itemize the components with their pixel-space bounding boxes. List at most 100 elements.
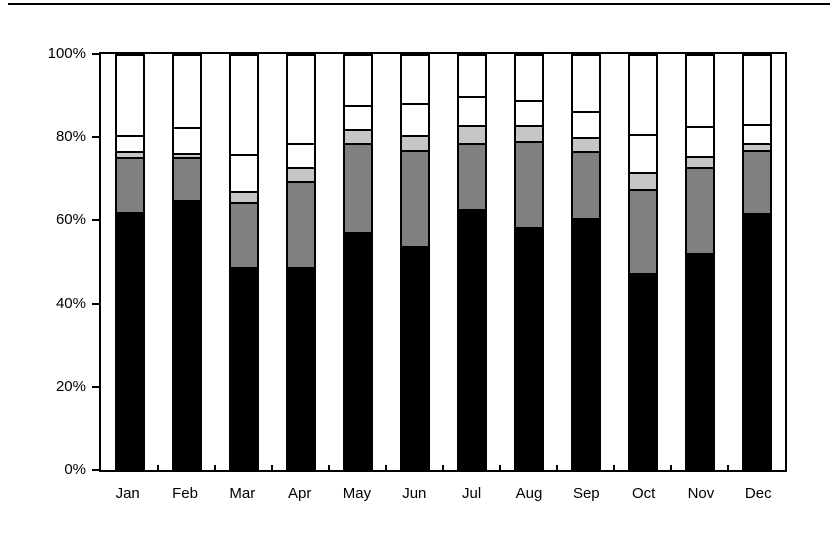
segment-gray-may	[344, 145, 371, 235]
segment-black-nov	[686, 254, 713, 468]
x-axis-tick	[271, 465, 273, 470]
segment-white-upper-apr	[287, 56, 314, 146]
x-axis-label-apr: Apr	[287, 485, 312, 502]
x-axis-tick	[670, 465, 672, 470]
segment-gray-mar	[230, 203, 257, 269]
y-axis-label-100: 100%	[47, 45, 86, 62]
x-axis-label-oct: Oct	[631, 485, 656, 502]
segment-black-jan	[116, 213, 143, 468]
stacked-bar-feb	[171, 54, 202, 470]
segment-gray-jul	[458, 144, 485, 211]
bar-slot-jan	[101, 54, 158, 470]
segment-gray-apr	[287, 183, 314, 270]
x-axis-label-sep: Sep	[572, 485, 600, 502]
segment-black-may	[344, 234, 371, 468]
segment-white-upper-feb	[173, 56, 200, 130]
segment-gray-nov	[686, 168, 713, 255]
stacked-bar-apr	[285, 54, 316, 470]
segment-black-jun	[401, 248, 428, 468]
stacked-bar-nov	[684, 54, 715, 470]
x-axis-label-feb: Feb	[172, 485, 198, 502]
x-axis-tick	[556, 465, 558, 470]
stacked-bar-oct	[627, 54, 658, 470]
segment-black-apr	[287, 269, 314, 468]
segment-lightgray-nov	[686, 157, 713, 169]
segment-lightgray-sep	[572, 139, 599, 153]
y-axis-label-80: 80%	[55, 128, 86, 146]
bar-slot-jul	[443, 54, 500, 470]
bar-slot-may	[329, 54, 386, 470]
segment-gray-oct	[629, 190, 656, 275]
bar-slot-aug	[500, 54, 557, 470]
bar-slot-mar	[215, 54, 272, 470]
segment-white-lower-sep	[572, 113, 599, 140]
x-axis-label-jun: Jun	[402, 485, 427, 502]
bar-slot-jun	[386, 54, 443, 470]
x-axis-label-may: May	[342, 485, 372, 502]
segment-white-upper-mar	[230, 56, 257, 157]
bar-slot-dec	[728, 54, 785, 470]
segment-white-upper-dec	[743, 56, 770, 127]
segment-white-upper-may	[344, 56, 371, 107]
segment-lightgray-aug	[515, 126, 542, 143]
x-axis-label-aug: Aug	[515, 485, 543, 502]
stacked-bar-may	[342, 54, 373, 470]
x-axis-tick	[727, 465, 729, 470]
segment-gray-feb	[173, 159, 200, 203]
bar-slot-oct	[614, 54, 671, 470]
segment-white-upper-jul	[458, 56, 485, 99]
x-axis-labels: Jan Feb Mar Apr May Jun Jul Aug Sep Oct Nov Dec	[99, 484, 787, 504]
plot-area	[99, 52, 787, 472]
x-axis-tick	[613, 465, 615, 470]
segment-white-lower-nov	[686, 128, 713, 158]
segment-gray-jun	[401, 151, 428, 248]
segment-white-lower-apr	[287, 145, 314, 169]
y-axis-label-20: 20%	[55, 377, 86, 395]
x-axis-tick	[442, 465, 444, 470]
segment-white-upper-sep	[572, 56, 599, 114]
stacked-bar-mar	[228, 54, 259, 470]
stacked-bar-jan	[114, 54, 145, 470]
stacked-bar-sep	[570, 54, 601, 470]
x-axis-tick	[157, 465, 159, 470]
segment-lightgray-jan	[116, 152, 143, 160]
segment-white-lower-may	[344, 106, 371, 131]
bar-slot-sep	[557, 54, 614, 470]
segment-white-upper-jun	[401, 56, 428, 106]
segment-white-upper-jan	[116, 56, 143, 137]
segment-white-lower-feb	[173, 129, 200, 155]
segment-white-upper-oct	[629, 56, 656, 136]
x-axis-label-mar: Mar	[229, 485, 256, 502]
segment-lightgray-mar	[230, 193, 257, 204]
x-axis-tick	[499, 465, 501, 470]
stacked-bar-dec	[741, 54, 772, 470]
y-axis-tick	[92, 219, 99, 222]
segment-black-mar	[230, 268, 257, 468]
x-axis-label-nov: Nov	[687, 485, 715, 502]
y-axis-label-0: 0%	[64, 461, 86, 478]
y-axis-tick	[92, 302, 99, 305]
segment-white-lower-mar	[230, 156, 257, 194]
segment-lightgray-jun	[401, 137, 428, 152]
top-border-line	[8, 3, 830, 5]
segment-lightgray-dec	[743, 145, 770, 152]
segment-white-lower-oct	[629, 135, 656, 175]
segment-white-lower-aug	[515, 101, 542, 127]
x-axis-label-jul: Jul	[462, 485, 482, 502]
x-axis-label-jan: Jan	[115, 485, 140, 502]
segment-white-lower-jun	[401, 105, 428, 138]
bar-slot-nov	[671, 54, 728, 470]
segment-white-lower-jul	[458, 98, 485, 128]
x-axis-tick	[214, 465, 216, 470]
segment-gray-dec	[743, 151, 770, 216]
y-axis: 100% 80% 60% 40% 20% 0%	[0, 45, 99, 478]
y-axis-tick	[92, 136, 99, 139]
y-axis-tick	[92, 469, 99, 471]
segment-white-upper-nov	[686, 56, 713, 129]
segment-lightgray-oct	[629, 174, 656, 191]
stacked-bar-aug	[513, 54, 544, 470]
segment-white-lower-jan	[116, 136, 143, 153]
x-axis-label-dec: Dec	[744, 485, 772, 502]
stacked-bar-jun	[399, 54, 430, 470]
